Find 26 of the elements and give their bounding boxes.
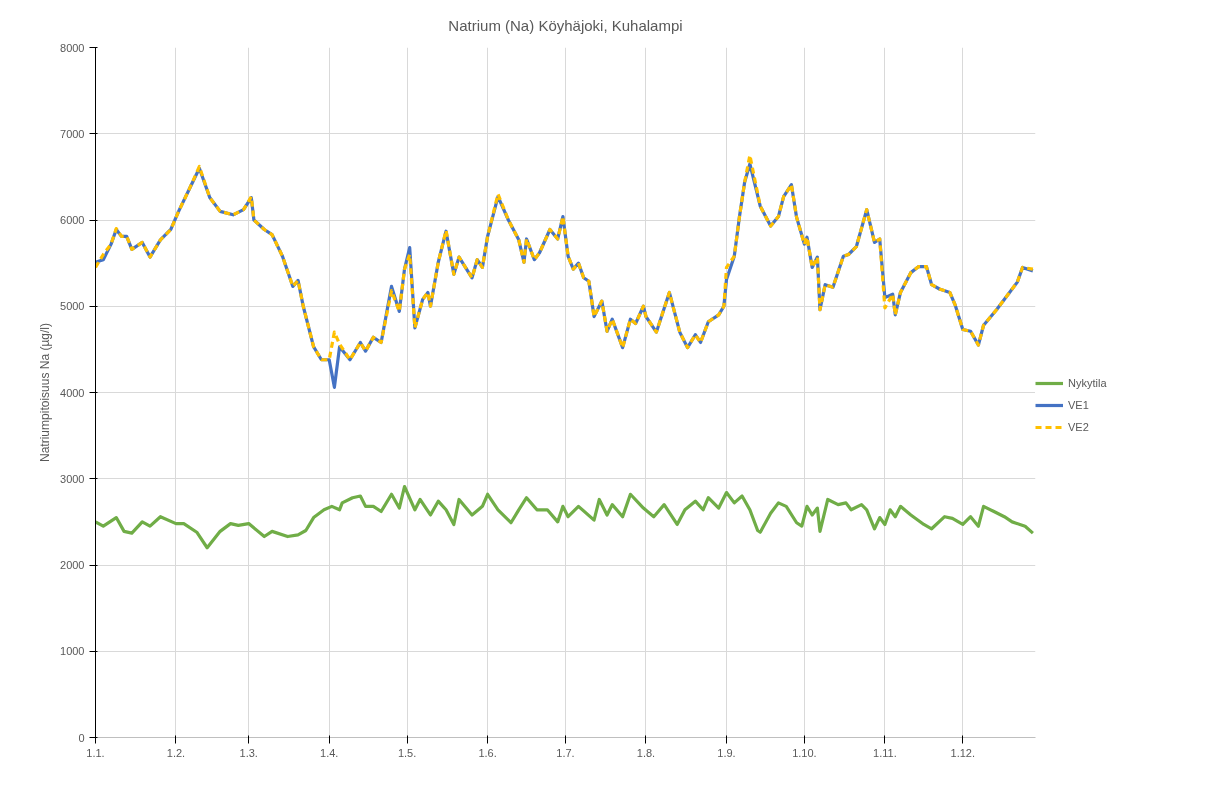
- chart-title: Natrium (Na) Köyhäjoki, Kuhalampi: [448, 16, 683, 34]
- y-tick-label: 5000: [60, 300, 85, 313]
- x-tick-label: 1.8.: [636, 746, 656, 759]
- y-tick-label: 4000: [60, 386, 85, 399]
- x-tick-label: 1.2.: [166, 746, 186, 759]
- y-tick-label: 2000: [60, 559, 85, 571]
- legend-label: VE2: [1068, 421, 1089, 433]
- x-tick-label: 1.5.: [397, 746, 417, 759]
- y-tick-label: 3000: [60, 472, 85, 485]
- y-tick-label: 8000: [60, 41, 85, 54]
- x-tick-label: 1.3.: [239, 746, 258, 759]
- y-tick-label: 1000: [60, 645, 85, 658]
- y-tick-label: 7000: [60, 127, 85, 140]
- x-tick-label: 1.6.: [478, 746, 497, 759]
- y-tick-label: 6000: [60, 214, 85, 226]
- x-tick-label: 1.9.: [717, 746, 736, 759]
- x-tick-label: 1.4.: [320, 746, 339, 759]
- y-axis-title: Natriumpitoisuus Na (µg/l): [38, 323, 53, 462]
- x-tick-label: 1.7.: [556, 746, 575, 759]
- y-tick-label: 0: [78, 731, 85, 744]
- x-tick-label: 1.1.: [86, 746, 105, 759]
- x-tick-label: 1.11.: [873, 746, 897, 759]
- x-tick-label: 1.12.: [950, 746, 976, 759]
- x-tick-label: 1.10.: [792, 746, 817, 759]
- legend-label: VE1: [1068, 399, 1089, 411]
- legend-label: Nykytila: [1068, 377, 1107, 389]
